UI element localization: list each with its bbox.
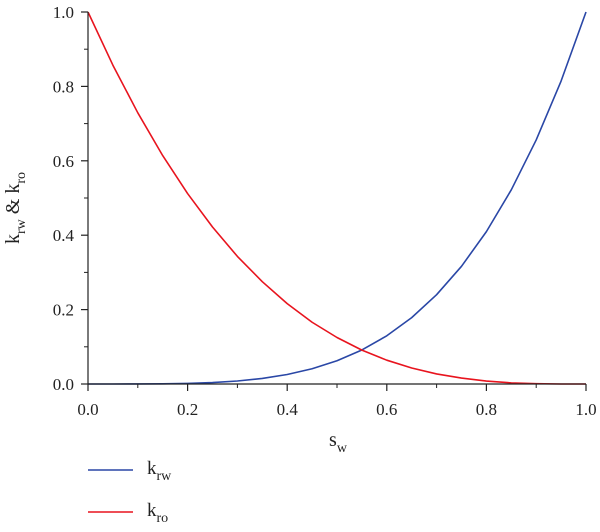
y-ticks: 0.0 0.2 0.4 0.6 0.8 1.0 (53, 3, 88, 394)
plot-area (87, 11, 587, 385)
legend-item-kro: kro (88, 500, 168, 526)
series-line-kro (87, 11, 586, 385)
y-tick-label: 0.0 (53, 375, 74, 394)
x-tick-label: 0.6 (376, 400, 397, 419)
x-tick-label: 1.0 (575, 400, 596, 419)
y-tick-label: 0.4 (53, 226, 75, 245)
y-tick-label: 0.6 (53, 152, 74, 171)
y-tick-label: 1.0 (53, 3, 74, 22)
x-ticks: 0.0 0.2 0.4 0.6 0.8 1.0 (77, 384, 597, 419)
x-axis-label: sw (329, 429, 348, 456)
x-tick-label: 0.0 (77, 400, 98, 419)
x-tick-label: 0.2 (177, 400, 198, 419)
x-tick-label: 0.8 (476, 400, 497, 419)
y-tick-label: 0.8 (53, 77, 74, 96)
series-line-krw (88, 11, 587, 385)
legend-item-krw: krw (88, 458, 172, 484)
y-axis-label: krw & kro (2, 172, 29, 244)
x-tick-label: 0.4 (277, 400, 299, 419)
legend-label-krw: krw (147, 458, 172, 484)
y-tick-label: 0.2 (53, 301, 74, 320)
legend: krw kro (88, 458, 172, 526)
legend-label-kro: kro (147, 500, 168, 526)
axes (87, 12, 586, 385)
